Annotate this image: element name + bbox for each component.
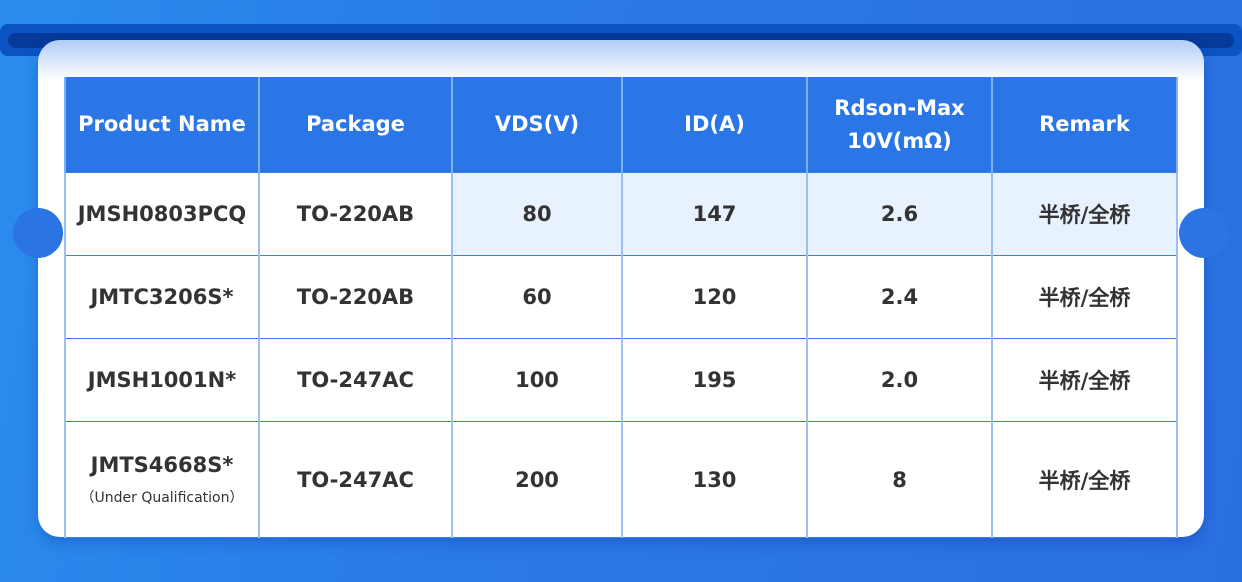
cell-remark: 半桥/全桥 bbox=[991, 421, 1178, 538]
vds-text: 200 bbox=[515, 467, 559, 492]
cell-remark: 半桥/全桥 bbox=[991, 338, 1178, 422]
cell-package: TO-247AC bbox=[258, 338, 453, 422]
cell-vds: 80 bbox=[451, 172, 623, 256]
table-row: JMTC3206S* TO-220AB 60 120 2.4 半桥/全桥 bbox=[64, 255, 1178, 339]
header-package: Package bbox=[258, 77, 453, 173]
cell-vds: 200 bbox=[451, 421, 623, 538]
header-rdson: Rdson-Max 10V(mΩ) bbox=[806, 77, 993, 173]
right-notch bbox=[1179, 208, 1229, 258]
vds-text: 80 bbox=[522, 202, 552, 226]
rdson-text: 2.4 bbox=[880, 285, 919, 309]
header-rdson-line2: 10V(mΩ) bbox=[847, 128, 952, 153]
cell-package: TO-220AB bbox=[258, 172, 453, 256]
table-row: JMTS4668S* （Under Qualification） TO-247AC 2… bbox=[64, 421, 1178, 538]
cell-name: JMSH0803PCQ bbox=[64, 172, 260, 256]
cell-remark: 半桥/全桥 bbox=[991, 172, 1178, 256]
header-rdson-line1: Rdson-Max bbox=[834, 95, 965, 120]
vds-text: 60 bbox=[522, 285, 552, 309]
cell-id: 147 bbox=[621, 172, 808, 256]
qualification-note: （Under Qualification） bbox=[80, 489, 244, 506]
cell-package: TO-247AC bbox=[258, 421, 453, 538]
cell-id: 120 bbox=[621, 255, 808, 339]
package-text: TO-220AB bbox=[296, 285, 415, 309]
name-text: JMTS4668S* bbox=[90, 452, 234, 477]
name-text: JMTC3206S* bbox=[90, 285, 234, 309]
name-text: JMSH1001N* bbox=[87, 368, 237, 392]
header-id: ID(A) bbox=[621, 77, 808, 173]
cell-id: 130 bbox=[621, 421, 808, 538]
cell-name: JMSH1001N* bbox=[64, 338, 260, 422]
vds-text: 100 bbox=[515, 368, 559, 392]
rdson-text: 8 bbox=[892, 467, 907, 492]
id-text: 130 bbox=[692, 467, 737, 492]
id-text: 195 bbox=[692, 368, 737, 392]
header-row: Product Name Package VDS(V) ID(A) Rdson-… bbox=[64, 77, 1178, 173]
header-vds: VDS(V) bbox=[451, 77, 623, 173]
left-notch bbox=[13, 208, 63, 258]
package-text: TO-247AC bbox=[297, 467, 414, 492]
id-text: 147 bbox=[692, 202, 737, 226]
cell-remark: 半桥/全桥 bbox=[991, 255, 1178, 339]
id-text: 120 bbox=[692, 285, 737, 309]
package-text: TO-220AB bbox=[296, 202, 415, 226]
cell-id: 195 bbox=[621, 338, 808, 422]
cell-rdson: 2.0 bbox=[806, 338, 993, 422]
header-remark: Remark bbox=[991, 77, 1178, 173]
table-row: JMSH1001N* TO-247AC 100 195 2.0 半桥/全桥 bbox=[64, 338, 1178, 422]
remark-text: 半桥/全桥 bbox=[1038, 286, 1131, 310]
cell-package: TO-220AB bbox=[258, 255, 453, 339]
cell-vds: 60 bbox=[451, 255, 623, 339]
cell-name: JMTS4668S* （Under Qualification） bbox=[64, 421, 260, 538]
remark-text: 半桥/全桥 bbox=[1038, 203, 1131, 227]
rdson-text: 2.0 bbox=[880, 368, 919, 392]
header-product-name: Product Name bbox=[64, 77, 260, 173]
cell-vds: 100 bbox=[451, 338, 623, 422]
cell-rdson: 2.4 bbox=[806, 255, 993, 339]
table-row: JMSH0803PCQ TO-220AB 80 147 2.6 半桥/全桥 bbox=[64, 172, 1178, 256]
rdson-text: 2.6 bbox=[880, 202, 919, 226]
remark-text: 半桥/全桥 bbox=[1038, 468, 1131, 493]
product-table: Product Name Package VDS(V) ID(A) Rdson-… bbox=[64, 77, 1178, 538]
remark-text: 半桥/全桥 bbox=[1038, 369, 1131, 393]
cell-rdson: 8 bbox=[806, 421, 993, 538]
package-text: TO-247AC bbox=[297, 368, 414, 392]
cell-name: JMTC3206S* bbox=[64, 255, 260, 339]
name-text: JMSH0803PCQ bbox=[77, 202, 247, 226]
cell-rdson: 2.6 bbox=[806, 172, 993, 256]
